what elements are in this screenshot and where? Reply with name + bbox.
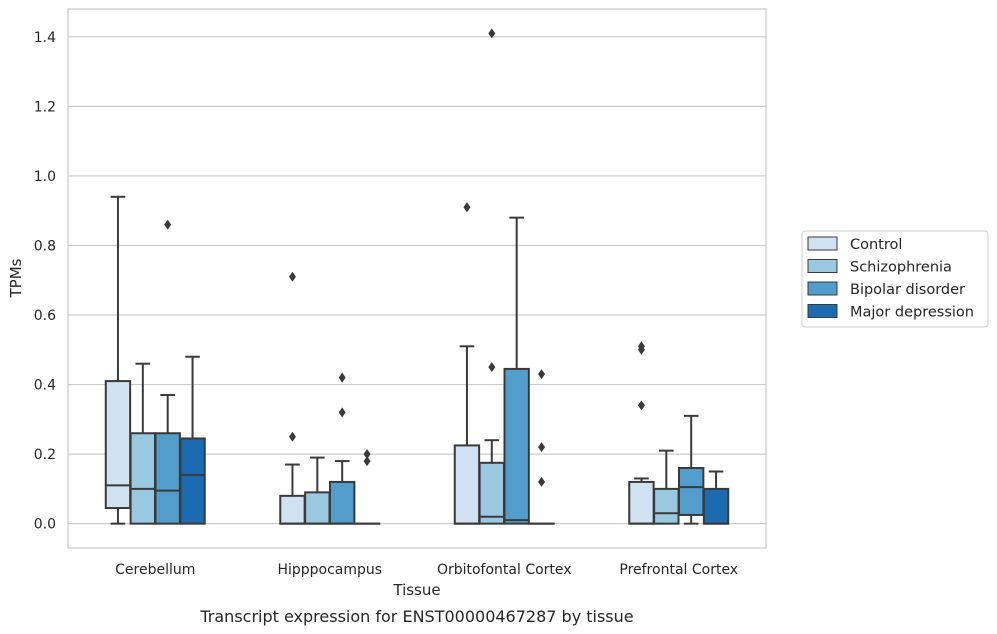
- outlier-point: [488, 28, 496, 39]
- box-bipolar-disorder: [503, 216, 530, 525]
- box-iqr: [702, 487, 730, 525]
- box-schizophrenia: [304, 456, 331, 525]
- legend-label: Bipolar disorder: [850, 282, 965, 298]
- outlier-point: [637, 400, 645, 411]
- box-major-depression: [179, 355, 206, 525]
- outlier-point: [538, 476, 546, 487]
- outlier-point: [363, 456, 371, 467]
- box-iqr: [628, 480, 655, 525]
- y-tick-label: 0.6: [34, 308, 56, 324]
- outlier-point: [164, 219, 172, 230]
- y-tick-label: 1.0: [34, 169, 56, 185]
- chart-caption: Transcript expression for ENST0000046728…: [199, 607, 633, 626]
- legend-label: Schizophrenia: [850, 260, 952, 276]
- box-bipolar-disorder: [677, 414, 705, 525]
- box-iqr: [503, 367, 530, 525]
- box-iqr: [179, 437, 206, 525]
- box-control: [279, 271, 306, 525]
- box-iqr: [478, 461, 506, 525]
- box-control: [628, 341, 655, 525]
- outlier-point: [463, 202, 471, 213]
- box-schizophrenia: [653, 449, 680, 525]
- y-axis-label: TPMs: [7, 258, 25, 298]
- box-iqr: [653, 487, 680, 525]
- y-tick-label: 0.0: [34, 517, 56, 533]
- legend-label: Major depression: [850, 305, 974, 321]
- box-major-depression: [702, 470, 730, 525]
- y-tick-label: 1.4: [34, 30, 56, 46]
- outlier-point: [288, 271, 296, 282]
- box-iqr: [129, 432, 157, 525]
- outlier-point: [488, 362, 496, 373]
- x-tick-label: Orbitofontal Cortex: [437, 562, 572, 578]
- y-tick-label: 0.2: [34, 447, 56, 463]
- box-control: [104, 195, 132, 525]
- box-schizophrenia: [129, 362, 157, 525]
- box-iqr: [677, 467, 705, 516]
- box-iqr: [453, 444, 481, 525]
- outlier-point: [338, 372, 346, 383]
- legend-swatch: [807, 304, 838, 318]
- legend-label: Control: [850, 237, 902, 253]
- y-tick-label: 0.4: [34, 378, 56, 394]
- outlier-point: [288, 431, 296, 442]
- legend-swatch: [807, 281, 838, 296]
- box-iqr: [104, 380, 132, 510]
- x-tick-label: Cerebellum: [115, 562, 195, 578]
- box-major-depression: [528, 369, 555, 525]
- box-major-depression: [353, 449, 381, 525]
- box-bipolar-disorder: [154, 219, 181, 525]
- legend: Control Schizophrenia Bipolar disorder Majo…: [801, 230, 989, 328]
- box-iqr: [328, 480, 356, 525]
- plot-frame: [67, 8, 767, 549]
- legend-frame: [801, 230, 989, 328]
- outlier-point: [338, 407, 346, 418]
- box-series-layer: [104, 28, 730, 525]
- box-control: [453, 202, 481, 525]
- outlier-point: [538, 369, 546, 380]
- x-axis-label: Tissue: [392, 581, 440, 599]
- box-iqr: [154, 432, 181, 525]
- x-tick-label: Prefrontal Cortex: [619, 562, 738, 578]
- outlier-point: [363, 449, 371, 460]
- y-tick-label: 0.8: [34, 238, 56, 254]
- box-schizophrenia: [478, 28, 506, 525]
- y-tick-labels: 0.0 0.2 0.4 0.6 0.8 1.0 1.2 1.4: [34, 30, 56, 533]
- box-bipolar-disorder: [328, 372, 356, 525]
- x-tick-labels: Cerebellum Hipppocampus Orbitofontal Corte…: [115, 562, 738, 578]
- box-iqr: [279, 494, 306, 525]
- box-iqr: [304, 491, 331, 525]
- legend-swatch: [807, 236, 838, 251]
- y-tick-label: 1.2: [34, 99, 56, 115]
- legend-swatch: [807, 259, 838, 273]
- x-tick-label: Hipppocampus: [277, 562, 382, 578]
- outlier-point: [538, 442, 546, 453]
- outlier-point: [637, 344, 645, 355]
